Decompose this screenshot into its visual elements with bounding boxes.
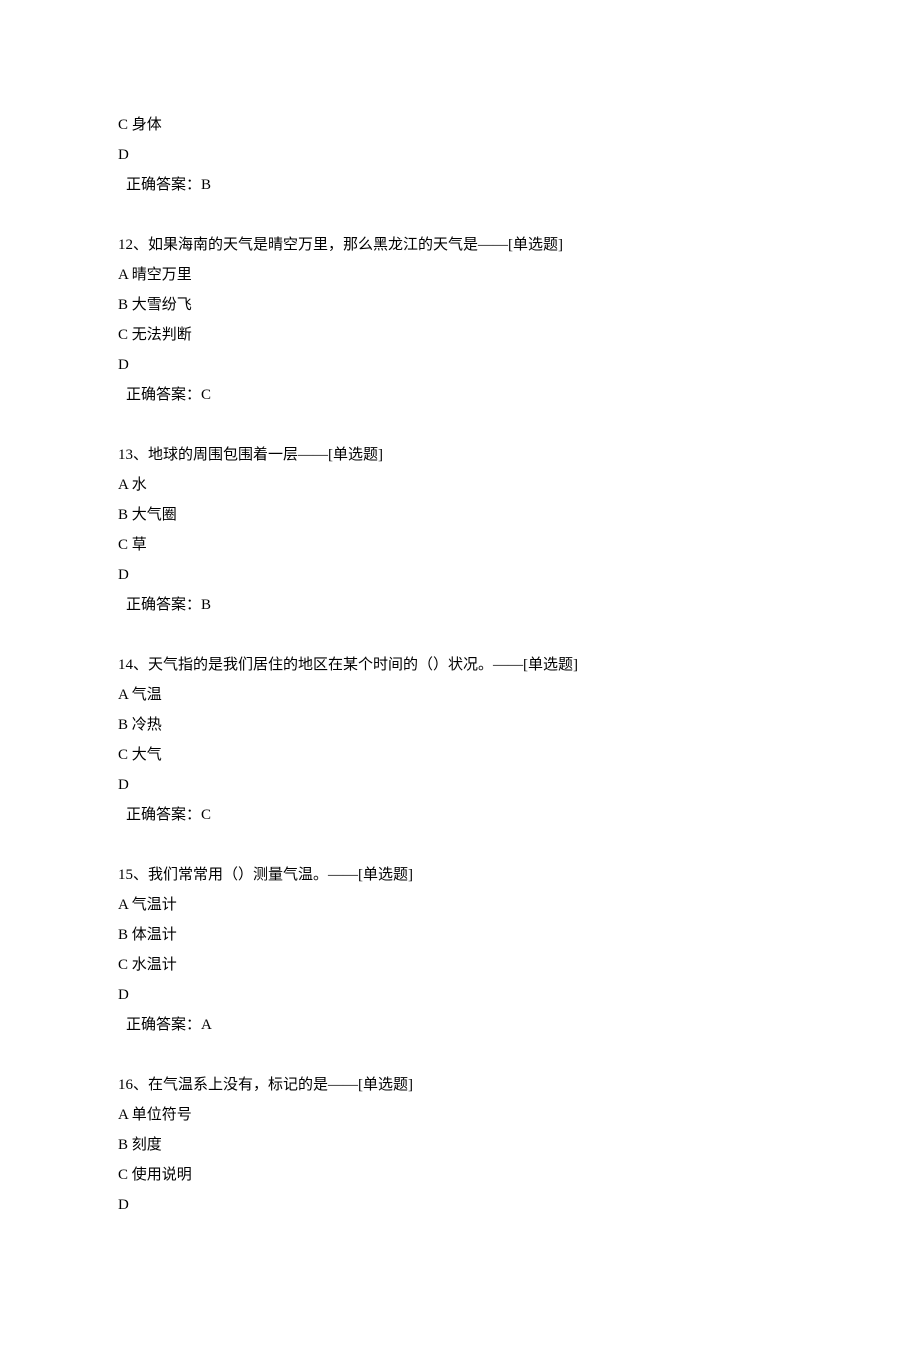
- option-b: B 刻度: [118, 1130, 802, 1160]
- option-d: D: [118, 770, 802, 800]
- option-d: D: [118, 560, 802, 590]
- question-14: 14、天气指的是我们居住的地区在某个时间的（）状况。——[单选题] A 气温 B…: [118, 650, 802, 830]
- option-a: A 气温: [118, 680, 802, 710]
- option-a: A 单位符号: [118, 1100, 802, 1130]
- option-a: A 晴空万里: [118, 260, 802, 290]
- option-d: D: [118, 140, 802, 170]
- answer-label: 正确答案：B: [118, 170, 802, 200]
- option-c: C 无法判断: [118, 320, 802, 350]
- answer-label: 正确答案：C: [118, 800, 802, 830]
- option-d: D: [118, 1190, 802, 1220]
- option-d: D: [118, 980, 802, 1010]
- question-12: 12、如果海南的天气是晴空万里，那么黑龙江的天气是——[单选题] A 晴空万里 …: [118, 230, 802, 410]
- option-c: C 身体: [118, 110, 802, 140]
- question-stem: 14、天气指的是我们居住的地区在某个时间的（）状况。——[单选题]: [118, 650, 802, 680]
- option-c: C 水温计: [118, 950, 802, 980]
- option-b: B 大气圈: [118, 500, 802, 530]
- option-c: C 使用说明: [118, 1160, 802, 1190]
- question-15: 15、我们常常用（）测量气温。——[单选题] A 气温计 B 体温计 C 水温计…: [118, 860, 802, 1040]
- option-b: B 冷热: [118, 710, 802, 740]
- answer-label: 正确答案：B: [118, 590, 802, 620]
- answer-label: 正确答案：A: [118, 1010, 802, 1040]
- option-c: C 大气: [118, 740, 802, 770]
- leading-fragment: C 身体 D 正确答案：B: [118, 110, 802, 200]
- question-13: 13、地球的周围包围着一层——[单选题] A 水 B 大气圈 C 草 D 正确答…: [118, 440, 802, 620]
- question-stem: 16、在气温系上没有，标记的是——[单选题]: [118, 1070, 802, 1100]
- option-b: B 体温计: [118, 920, 802, 950]
- question-stem: 13、地球的周围包围着一层——[单选题]: [118, 440, 802, 470]
- question-stem: 15、我们常常用（）测量气温。——[单选题]: [118, 860, 802, 890]
- option-d: D: [118, 350, 802, 380]
- option-b: B 大雪纷飞: [118, 290, 802, 320]
- option-a: A 气温计: [118, 890, 802, 920]
- option-a: A 水: [118, 470, 802, 500]
- answer-label: 正确答案：C: [118, 380, 802, 410]
- option-c: C 草: [118, 530, 802, 560]
- question-16: 16、在气温系上没有，标记的是——[单选题] A 单位符号 B 刻度 C 使用说…: [118, 1070, 802, 1220]
- question-stem: 12、如果海南的天气是晴空万里，那么黑龙江的天气是——[单选题]: [118, 230, 802, 260]
